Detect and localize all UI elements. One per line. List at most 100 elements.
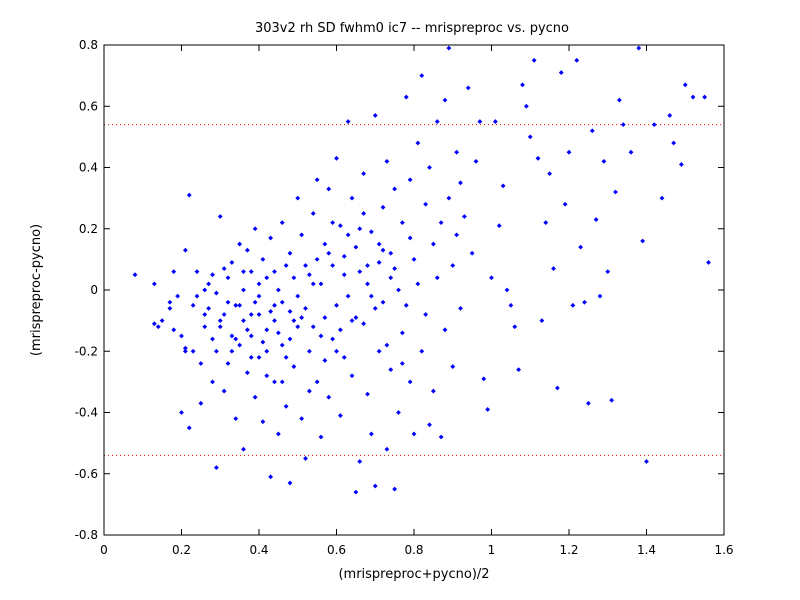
- data-point: [616, 97, 622, 103]
- data-point: [175, 293, 181, 299]
- data-point: [291, 364, 297, 369]
- data-point: [489, 275, 494, 281]
- data-point: [392, 186, 398, 192]
- data-point: [295, 293, 301, 299]
- y-tick-label: 0.4: [79, 161, 98, 175]
- data-point: [244, 327, 250, 333]
- data-point: [690, 94, 696, 100]
- data-point: [299, 416, 305, 422]
- data-point: [353, 489, 359, 495]
- data-point: [368, 229, 374, 235]
- data-point: [388, 275, 394, 281]
- data-point: [341, 272, 347, 278]
- data-point: [244, 370, 250, 376]
- data-point: [539, 318, 545, 324]
- y-axis-label: (mrispreproc-pycno): [29, 224, 44, 356]
- y-axis-ticks: -0.8 -0.6 -0.4 -0.2 0 0.2 0.4 0.6 0.8: [75, 38, 724, 542]
- data-point: [326, 394, 332, 400]
- data-point: [210, 379, 215, 385]
- data-point: [597, 293, 603, 299]
- data-point: [237, 302, 243, 308]
- data-point: [248, 333, 254, 339]
- data-point: [361, 211, 367, 216]
- data-point: [508, 302, 514, 308]
- data-point: [446, 195, 452, 201]
- data-point: [291, 275, 297, 281]
- data-point: [640, 238, 646, 244]
- data-point: [272, 269, 277, 275]
- data-point: [434, 119, 440, 124]
- data-point: [411, 256, 417, 262]
- data-point: [334, 155, 339, 161]
- data-point: [667, 113, 673, 118]
- data-point: [419, 73, 425, 79]
- data-point: [233, 302, 239, 308]
- data-point: [260, 339, 266, 345]
- x-tick-label: 0.6: [327, 543, 346, 557]
- data-point: [593, 217, 599, 222]
- data-point: [182, 345, 188, 351]
- data-point: [310, 324, 316, 330]
- data-point: [221, 312, 227, 317]
- data-point: [415, 281, 421, 287]
- data-point: [423, 312, 429, 317]
- data-point: [353, 315, 359, 320]
- data-point: [248, 269, 254, 275]
- data-point: [303, 305, 308, 311]
- data-point: [221, 388, 227, 394]
- data-point: [337, 327, 343, 333]
- data-point: [423, 201, 429, 207]
- data-point: [442, 97, 448, 103]
- data-point: [213, 290, 219, 296]
- data-point: [225, 299, 231, 305]
- data-point: [434, 275, 440, 281]
- data-point: [481, 376, 487, 382]
- data-point: [299, 315, 305, 320]
- data-point: [345, 232, 351, 238]
- data-point: [523, 103, 529, 109]
- data-point: [403, 302, 409, 308]
- data-point: [190, 302, 196, 308]
- data-point: [179, 410, 184, 415]
- data-point: [407, 235, 413, 241]
- data-point: [477, 119, 483, 124]
- data-point: [314, 379, 320, 385]
- data-point: [605, 269, 611, 275]
- data-point: [295, 195, 301, 201]
- data-point: [682, 82, 688, 88]
- data-point: [217, 318, 223, 324]
- y-tick-label: -0.4: [75, 406, 98, 420]
- data-point: [372, 305, 378, 311]
- data-point: [357, 226, 363, 232]
- data-point: [554, 385, 560, 391]
- data-point: [303, 263, 308, 268]
- data-point: [322, 315, 328, 320]
- data-point: [287, 250, 293, 256]
- data-point: [450, 263, 456, 268]
- data-point: [210, 272, 215, 278]
- y-tick-label: 0.6: [79, 99, 98, 113]
- data-point: [275, 431, 281, 437]
- data-point: [264, 327, 270, 333]
- data-point: [182, 348, 188, 354]
- data-point: [194, 269, 200, 275]
- data-point: [407, 379, 413, 385]
- data-point: [291, 318, 297, 324]
- x-tick-label: 1: [488, 543, 496, 557]
- y-tick-label: -0.6: [75, 467, 98, 481]
- data-point: [194, 293, 200, 299]
- data-point: [206, 305, 212, 311]
- data-point: [198, 361, 204, 366]
- data-point: [260, 256, 266, 262]
- data-point: [582, 299, 587, 305]
- data-point: [279, 342, 285, 348]
- data-point: [368, 293, 374, 299]
- data-point: [241, 446, 246, 452]
- data-point: [357, 459, 363, 464]
- data-point: [442, 327, 448, 333]
- data-point: [225, 275, 231, 281]
- data-point: [330, 336, 336, 342]
- data-point: [543, 220, 549, 226]
